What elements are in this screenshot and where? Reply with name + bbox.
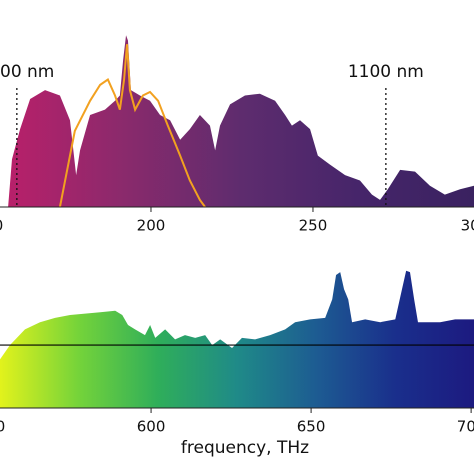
- x-axis-label: frequency, THz: [181, 438, 309, 458]
- x-tick-label: 600: [137, 418, 166, 436]
- x-tick-label: 150: [0, 217, 3, 235]
- spectrum-area: [0, 270, 474, 408]
- x-tick-label: 200: [137, 217, 166, 235]
- x-tick-label: 550: [0, 418, 5, 436]
- x-tick-label: 250: [299, 217, 328, 235]
- x-tick-label: 650: [297, 418, 326, 436]
- x-tick-label: 700: [457, 418, 474, 436]
- annotation-label: 1100 nm: [348, 62, 424, 82]
- overlay-line: [58, 44, 206, 208]
- x-tick-label: 300: [461, 217, 474, 235]
- annotation-label: 00 nm: [0, 62, 54, 82]
